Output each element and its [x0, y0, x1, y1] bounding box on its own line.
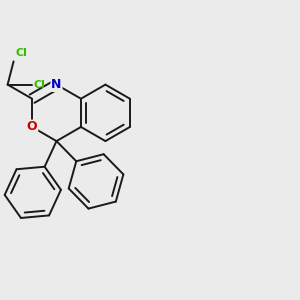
- Text: N: N: [51, 78, 62, 91]
- Text: Cl: Cl: [33, 80, 45, 90]
- Text: O: O: [27, 121, 38, 134]
- Text: Cl: Cl: [15, 48, 27, 59]
